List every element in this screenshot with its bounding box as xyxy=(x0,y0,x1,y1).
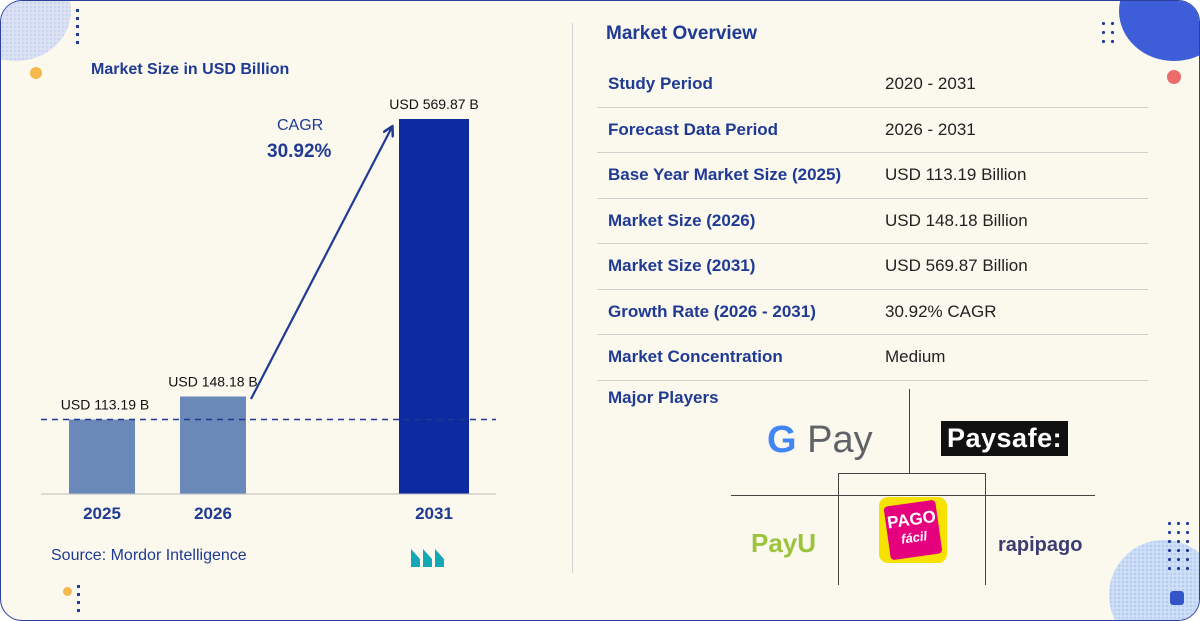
rapipago-logo: rapipago xyxy=(998,534,1083,556)
pago-facil-logo: PAGO fácil xyxy=(879,497,947,563)
cagr-label: CAGR xyxy=(277,117,324,134)
cagr-value: 30.92% xyxy=(267,141,332,162)
data-label: USD 113.19 B xyxy=(61,397,149,413)
decor-dots xyxy=(77,585,80,615)
players-grid-line xyxy=(985,473,986,585)
major-players-label: Major Players xyxy=(608,388,719,407)
decor-blob xyxy=(1119,1,1199,61)
row-key: Forecast Data Period xyxy=(608,119,779,139)
overview-row: Forecast Data Period 2026 - 2031 xyxy=(597,108,1148,153)
x-tick-label: 2031 xyxy=(415,504,453,523)
overview-row: Market Size (2026) USD 148.18 Billion xyxy=(597,199,1148,244)
overview-row: Market Size (2031) USD 569.87 Billion xyxy=(597,244,1148,290)
cagr-arrow xyxy=(250,127,392,400)
decor-dot xyxy=(63,587,72,596)
gpay-g: G xyxy=(767,419,797,461)
decor-dot xyxy=(30,67,42,79)
x-tick-label: 2026 xyxy=(194,504,232,523)
decor-square xyxy=(1170,591,1184,605)
row-key: Base Year Market Size (2025) xyxy=(608,165,842,185)
decor-blob xyxy=(1,1,71,61)
row-value: Medium xyxy=(885,347,946,367)
players-grid-line xyxy=(838,473,986,474)
bar-chart: USD 113.19 B USD 148.18 B USD 569.87 B 202… xyxy=(41,96,496,523)
chart-title: Market Size in USD Billion xyxy=(91,61,290,78)
overview-row: Study Period 2020 - 2031 xyxy=(597,62,1148,108)
gpay-text: Pay xyxy=(796,419,873,461)
bar-2025 xyxy=(69,419,135,494)
bar-2031 xyxy=(399,119,469,494)
mordor-intelligence-logo xyxy=(411,549,444,567)
google-pay-logo: G Pay xyxy=(767,419,873,462)
data-label: USD 148.18 B xyxy=(168,373,258,389)
row-value: USD 569.87 Billion xyxy=(885,256,1028,276)
row-value: USD 113.19 Billion xyxy=(885,165,1027,185)
players-grid-line xyxy=(909,389,910,473)
overview-row: Growth Rate (2026 - 2031) 30.92% CAGR xyxy=(597,290,1148,335)
overview-table: Study Period 2020 - 2031 Forecast Data Pe… xyxy=(597,62,1148,381)
row-value: 30.92% CAGR xyxy=(885,301,997,321)
decor-dot xyxy=(1167,70,1181,84)
players-grid-line xyxy=(838,473,839,585)
bar-2026 xyxy=(180,396,246,494)
row-value: 2026 - 2031 xyxy=(885,119,976,139)
decor-dots xyxy=(1099,19,1117,46)
row-key: Growth Rate (2026 - 2031) xyxy=(608,301,816,321)
row-key: Market Size (2031) xyxy=(608,256,756,276)
row-value: USD 148.18 Billion xyxy=(885,210,1028,230)
decor-dots xyxy=(1165,519,1192,574)
column-divider xyxy=(572,23,573,573)
overview-row: Base Year Market Size (2025) USD 113.19 B… xyxy=(597,153,1148,199)
data-label: USD 569.87 B xyxy=(389,96,479,112)
decor-dots xyxy=(76,9,79,49)
x-tick-label: 2025 xyxy=(83,504,121,523)
overview-title: Market Overview xyxy=(606,23,758,44)
row-key: Market Concentration xyxy=(608,347,783,367)
pago-facil-mark: PAGO fácil xyxy=(883,499,943,561)
players-grid-line xyxy=(731,495,1095,496)
source-text: Source: Mordor Intelligence xyxy=(51,547,247,564)
row-value: 2020 - 2031 xyxy=(885,74,976,94)
overview-row: Market Concentration Medium xyxy=(597,335,1148,381)
row-key: Market Size (2026) xyxy=(608,210,756,230)
payu-logo: PayU xyxy=(751,528,817,558)
paysafe-logo: Paysafe: xyxy=(941,421,1069,456)
row-key: Study Period xyxy=(608,74,713,94)
